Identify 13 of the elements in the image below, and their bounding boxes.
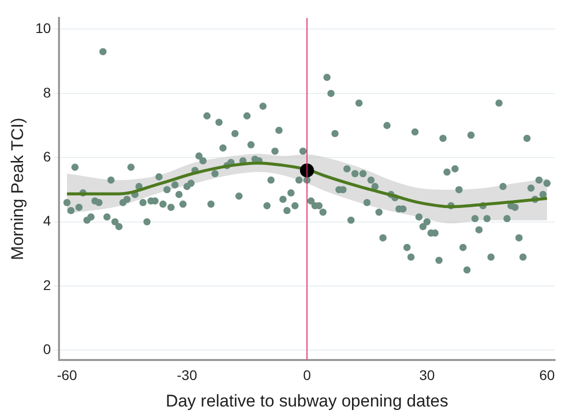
y-tick-label: 2 [43,276,52,293]
x-tick-label: 0 [303,367,312,384]
x-tick-label: -60 [56,367,78,384]
x-tick-label: 30 [419,367,435,384]
y-tick-label: 8 [43,84,52,100]
y-tick-label: 4 [43,212,52,229]
y-tick-label: 0 [43,341,52,358]
x-tick-label: -30 [176,367,198,384]
y-tick-label: 6 [43,148,52,164]
x-axis-title: Day relative to subway opening dates [166,391,448,410]
y-tick-label: 10 [35,20,52,36]
x-tick-label: 60 [539,367,555,384]
y-axis-title: Morning Peak TCI) [8,118,27,260]
